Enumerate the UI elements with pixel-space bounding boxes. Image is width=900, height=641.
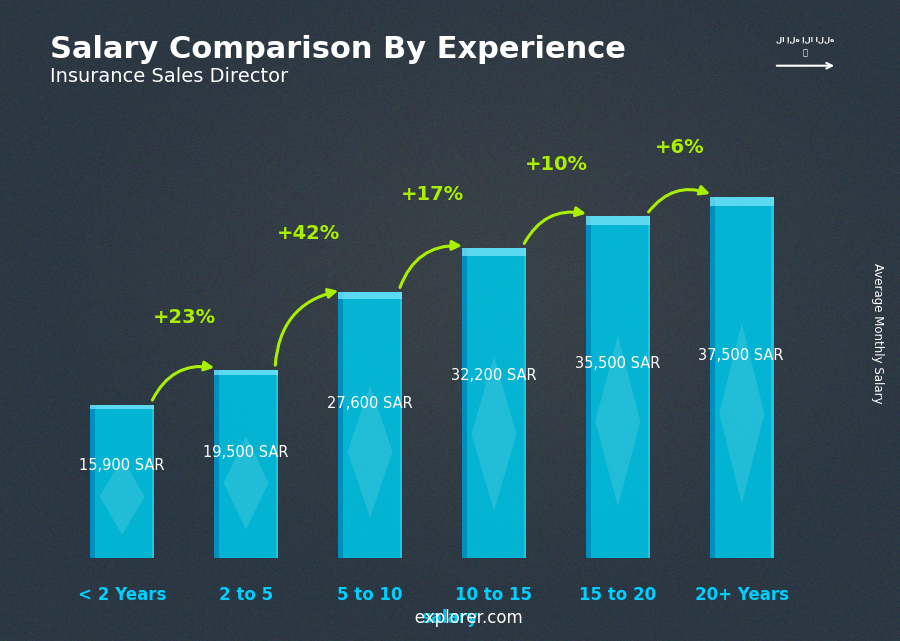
Text: Insurance Sales Director: Insurance Sales Director: [50, 67, 288, 87]
FancyBboxPatch shape: [338, 292, 402, 558]
Text: Average Monthly Salary: Average Monthly Salary: [871, 263, 884, 404]
Bar: [90, 405, 95, 558]
Bar: [647, 217, 650, 558]
Bar: [152, 405, 155, 558]
Text: 15 to 20: 15 to 20: [580, 587, 656, 604]
Bar: [586, 216, 650, 225]
Text: 32,200 SAR: 32,200 SAR: [451, 367, 536, 383]
Text: < 2 Years: < 2 Years: [78, 587, 166, 604]
Polygon shape: [223, 436, 269, 529]
Text: 19,500 SAR: 19,500 SAR: [202, 445, 288, 460]
Bar: [214, 370, 278, 375]
Bar: [338, 292, 343, 558]
Text: 15,900 SAR: 15,900 SAR: [79, 458, 165, 474]
Text: 10 to 15: 10 to 15: [455, 587, 533, 604]
FancyBboxPatch shape: [586, 217, 650, 558]
Text: salary: salary: [421, 609, 479, 627]
Text: 37,500 SAR: 37,500 SAR: [698, 348, 784, 363]
Text: لا إله إلا الله: لا إله إلا الله: [777, 37, 834, 43]
Text: Salary Comparison By Experience: Salary Comparison By Experience: [50, 35, 625, 64]
Bar: [524, 248, 526, 558]
Text: +10%: +10%: [525, 155, 588, 174]
Polygon shape: [100, 458, 145, 535]
FancyBboxPatch shape: [709, 197, 774, 558]
Text: explorer.com: explorer.com: [378, 609, 522, 627]
Bar: [771, 197, 774, 558]
Bar: [709, 197, 715, 558]
Polygon shape: [347, 385, 392, 518]
Text: 35,500 SAR: 35,500 SAR: [574, 356, 660, 370]
Text: 20+ Years: 20+ Years: [695, 587, 788, 604]
Polygon shape: [472, 356, 517, 512]
Bar: [462, 248, 467, 558]
FancyBboxPatch shape: [462, 248, 526, 558]
Polygon shape: [595, 336, 641, 506]
Text: +17%: +17%: [400, 185, 464, 204]
Bar: [400, 292, 402, 558]
Bar: [586, 217, 590, 558]
Bar: [90, 405, 155, 408]
Text: ﷽: ﷽: [803, 49, 808, 58]
Text: +6%: +6%: [655, 138, 705, 156]
Bar: [275, 370, 278, 558]
Text: 5 to 10: 5 to 10: [338, 587, 403, 604]
Text: +42%: +42%: [276, 224, 339, 243]
Bar: [709, 197, 774, 206]
Text: 2 to 5: 2 to 5: [219, 587, 274, 604]
Polygon shape: [719, 323, 764, 504]
Text: 27,600 SAR: 27,600 SAR: [327, 396, 412, 412]
FancyBboxPatch shape: [214, 370, 278, 558]
Bar: [462, 248, 526, 256]
FancyBboxPatch shape: [90, 405, 155, 558]
Bar: [214, 370, 219, 558]
Bar: [338, 292, 402, 299]
Text: +23%: +23%: [153, 308, 216, 328]
